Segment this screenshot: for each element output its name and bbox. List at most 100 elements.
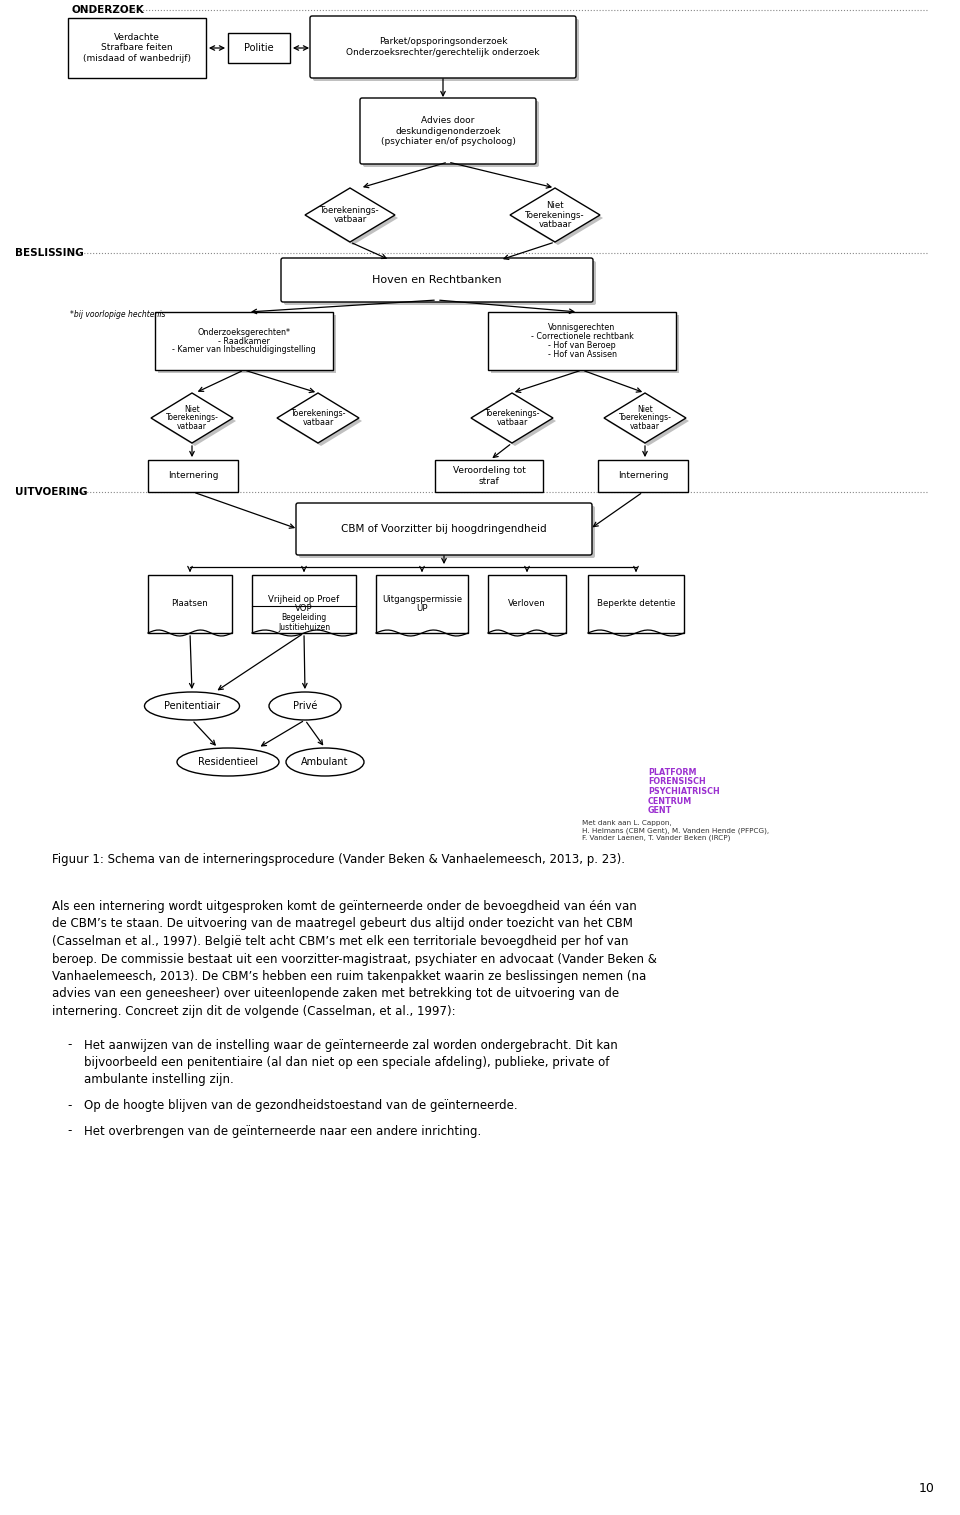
Polygon shape	[277, 392, 359, 442]
Bar	[158, 315, 336, 373]
Text: straf: straf	[479, 477, 499, 485]
Polygon shape	[604, 392, 686, 442]
Bar	[435, 461, 543, 492]
Text: CENTRUM: CENTRUM	[648, 797, 692, 806]
Ellipse shape	[177, 748, 279, 776]
Text: Het overbrengen van de geïnterneerde naar een andere inrichting.: Het overbrengen van de geïnterneerde naa…	[84, 1124, 481, 1138]
Text: Op de hoogte blijven van de gezondheidstoestand van de geïnterneerde.: Op de hoogte blijven van de gezondheidst…	[84, 1098, 517, 1112]
Text: Vonnisgerechten: Vonnisgerechten	[548, 323, 615, 332]
FancyBboxPatch shape	[310, 17, 576, 77]
Ellipse shape	[286, 748, 364, 776]
Text: Niet: Niet	[184, 405, 200, 414]
Text: internering. Concreet zijn dit de volgende (Casselman, et al., 1997):: internering. Concreet zijn dit de volgen…	[52, 1004, 456, 1018]
Text: vatbaar: vatbaar	[333, 215, 367, 224]
Text: vatbaar: vatbaar	[302, 418, 334, 427]
Text: Toerekenings-: Toerekenings-	[525, 211, 585, 220]
Polygon shape	[510, 188, 600, 242]
Text: Niet: Niet	[637, 405, 653, 414]
Text: Toerekenings-: Toerekenings-	[165, 414, 219, 423]
Bar	[598, 461, 688, 492]
Text: Het aanwijzen van de instelling waar de geïnterneerde zal worden ondergebracht. : Het aanwijzen van de instelling waar de …	[84, 1038, 617, 1051]
Bar	[488, 576, 566, 633]
Text: Toerekenings-: Toerekenings-	[618, 414, 671, 423]
Text: (psychiater en/of psycholoog): (psychiater en/of psycholoog)	[380, 136, 516, 145]
Text: Veroordeling tot: Veroordeling tot	[452, 467, 525, 476]
Bar	[228, 33, 290, 64]
Text: vatbaar: vatbaar	[496, 418, 528, 427]
Text: -: -	[67, 1038, 71, 1051]
Polygon shape	[151, 392, 233, 442]
Text: Internering: Internering	[168, 471, 218, 480]
Text: Strafbare feiten: Strafbare feiten	[101, 44, 173, 53]
Text: de CBM’s te staan. De uitvoering van de maatregel gebeurt dus altijd onder toezi: de CBM’s te staan. De uitvoering van de …	[52, 918, 633, 930]
Text: UP: UP	[417, 604, 428, 614]
Text: bijvoorbeeld een penitentiaire (al dan niet op een speciale afdeling), publieke,: bijvoorbeeld een penitentiaire (al dan n…	[84, 1056, 610, 1070]
FancyBboxPatch shape	[313, 20, 579, 80]
Text: Plaatsen: Plaatsen	[172, 600, 208, 609]
Ellipse shape	[145, 692, 239, 720]
FancyBboxPatch shape	[281, 258, 593, 301]
Text: Internering: Internering	[617, 471, 668, 480]
Bar	[588, 576, 684, 633]
Bar	[148, 461, 238, 492]
FancyBboxPatch shape	[363, 102, 539, 167]
Text: Parket/opsporingsonderzoek: Parket/opsporingsonderzoek	[379, 38, 507, 47]
Text: Hoven en Rechtbanken: Hoven en Rechtbanken	[372, 276, 502, 285]
Ellipse shape	[269, 692, 341, 720]
Text: Onderzoeksrechter/gerechtelijk onderzoek: Onderzoeksrechter/gerechtelijk onderzoek	[347, 47, 540, 56]
Text: BESLISSING: BESLISSING	[15, 248, 84, 258]
Text: UITVOERING: UITVOERING	[15, 486, 87, 497]
FancyBboxPatch shape	[284, 261, 596, 305]
Text: Toerekenings-: Toerekenings-	[290, 409, 346, 418]
Text: Toerekenings-: Toerekenings-	[321, 206, 380, 215]
Text: Verloven: Verloven	[508, 600, 546, 609]
Text: Toerekenings-: Toerekenings-	[484, 409, 540, 418]
FancyBboxPatch shape	[299, 506, 595, 558]
Bar	[252, 576, 356, 633]
Text: Privé: Privé	[293, 701, 317, 711]
Text: FORENSISCH: FORENSISCH	[648, 777, 706, 786]
Text: vatbaar: vatbaar	[630, 421, 660, 430]
Text: Met dank aan L. Cappon,
H. Helmans (CBM Gent), M. Vanden Hende (PFPCG),
F. Vande: Met dank aan L. Cappon, H. Helmans (CBM …	[582, 820, 769, 841]
Bar	[148, 576, 232, 633]
Text: vatbaar: vatbaar	[539, 220, 571, 229]
Text: CBM of Voorzitter bij hoogdringendheid: CBM of Voorzitter bij hoogdringendheid	[341, 524, 547, 533]
Text: Ambulant: Ambulant	[301, 758, 348, 767]
Polygon shape	[471, 392, 553, 442]
Text: Uitgangspermissie: Uitgangspermissie	[382, 595, 462, 603]
Polygon shape	[305, 188, 395, 242]
Text: (misdaad of wanbedrijf): (misdaad of wanbedrijf)	[83, 53, 191, 62]
Text: Onderzoeksgerechten*: Onderzoeksgerechten*	[198, 327, 291, 336]
Text: Als een internering wordt uitgesproken komt de geïnterneerde onder de bevoegdhei: Als een internering wordt uitgesproken k…	[52, 900, 636, 914]
Text: Residentieel: Residentieel	[198, 758, 258, 767]
Text: Vrijheid op Proef: Vrijheid op Proef	[269, 595, 340, 603]
Polygon shape	[513, 191, 603, 245]
Text: - Correctionele rechtbank: - Correctionele rechtbank	[531, 332, 634, 341]
Text: Politie: Politie	[244, 42, 274, 53]
Text: Verdachte: Verdachte	[114, 33, 160, 42]
Polygon shape	[280, 395, 362, 445]
Text: - Raadkamer: - Raadkamer	[218, 336, 270, 345]
Polygon shape	[154, 395, 236, 445]
Text: - Hof van Assisen: - Hof van Assisen	[547, 350, 616, 359]
Bar	[155, 312, 333, 370]
Text: *bij voorlopige hechtenis: *bij voorlopige hechtenis	[70, 311, 165, 320]
Text: Begeleiding: Begeleiding	[281, 614, 326, 623]
Polygon shape	[308, 191, 398, 245]
FancyBboxPatch shape	[360, 98, 536, 164]
Text: - Kamer van Inbeschuldigingstelling: - Kamer van Inbeschuldigingstelling	[172, 345, 316, 355]
Text: Figuur 1: Schema van de interneringsprocedure (Vander Beken & Vanhaelemeesch, 20: Figuur 1: Schema van de interneringsproc…	[52, 853, 625, 867]
Bar	[488, 312, 676, 370]
Bar	[68, 18, 206, 77]
FancyBboxPatch shape	[296, 503, 592, 554]
Text: deskundigenonderzoek: deskundigenonderzoek	[396, 126, 501, 135]
Text: -: -	[67, 1098, 71, 1112]
Text: GENT: GENT	[648, 806, 672, 815]
Bar	[491, 315, 679, 373]
Text: vatbaar: vatbaar	[177, 421, 207, 430]
Polygon shape	[474, 395, 556, 445]
Text: -: -	[67, 1124, 71, 1138]
Text: (Casselman et al., 1997). België telt acht CBM’s met elk een territoriale bevoeg: (Casselman et al., 1997). België telt ac…	[52, 935, 629, 948]
Text: - Hof van Beroep: - Hof van Beroep	[548, 341, 616, 350]
Text: Justitiehuizen: Justitiehuizen	[278, 624, 330, 632]
